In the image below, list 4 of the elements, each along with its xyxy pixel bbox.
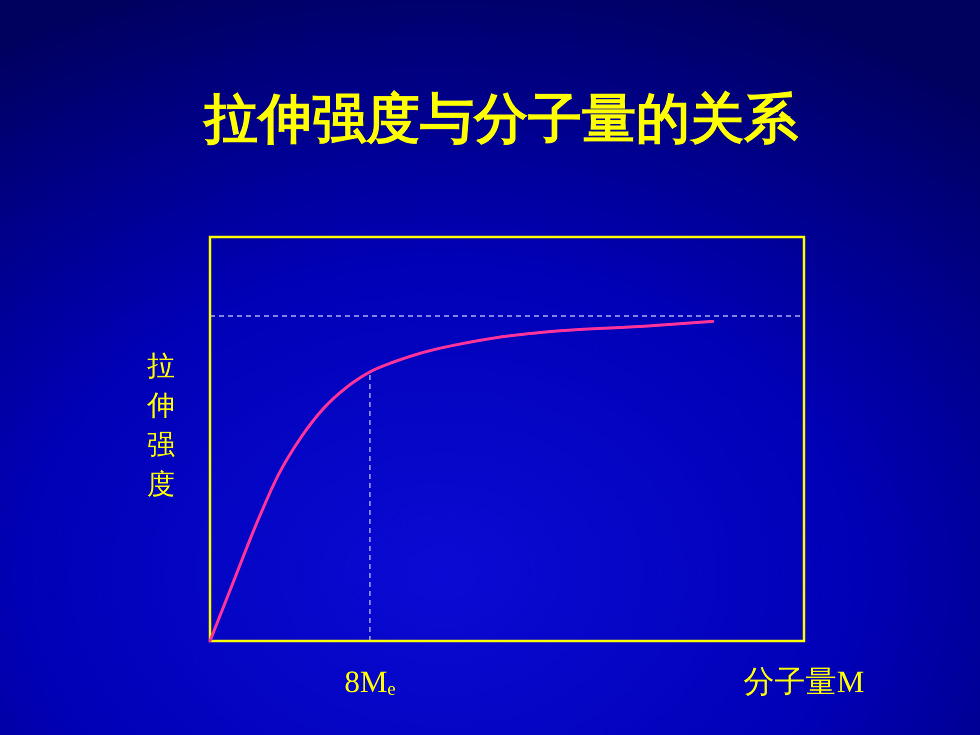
y-axis-title: 拉伸强度 — [146, 350, 175, 500]
annotation: 8Mₑ — [344, 664, 396, 699]
chart-title: 拉伸强度与分子量的关系 — [202, 87, 799, 150]
x-axis-title: 分子量M — [744, 664, 864, 699]
